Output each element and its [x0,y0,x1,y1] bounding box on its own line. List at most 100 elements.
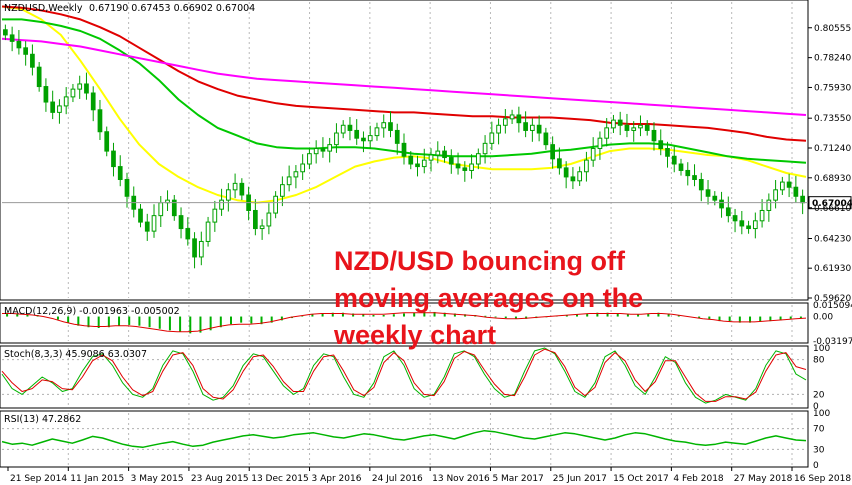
candle-body [300,163,306,173]
candle-body [84,83,89,94]
candle-body [489,132,495,144]
x-tick-label: 4 Feb 2018 [673,474,724,484]
candle-body [671,155,677,165]
x-tick-label: 25 Jun 2017 [553,474,607,484]
candle-body [746,225,751,230]
price-overlays: 0.67004 [2,196,852,210]
candle-body [198,240,204,258]
candle-body [712,195,718,201]
candle-body [800,195,805,204]
price-y-tick-label: 0.78240 [814,54,851,64]
candle-body [523,122,528,131]
candle-body [678,163,684,171]
candle-body [408,155,414,165]
candle-body [219,199,224,210]
candle-body [428,154,434,161]
candle-body [192,238,197,258]
candle-body [658,140,664,150]
macd-panel-frame [0,302,809,344]
x-tick-label: 16 Sep 2018 [794,474,851,484]
price-y-tick-label: 0.61930 [814,264,851,274]
macd-y-tick-label: 0.015094 [813,301,852,311]
candle-body [273,195,278,214]
x-tick-label: 27 May 2018 [734,474,793,484]
candle-body [584,159,589,173]
x-tick-label: 23 Aug 2015 [191,474,249,484]
candle-body [705,189,711,197]
candle-body [516,114,522,124]
candle-body [475,153,481,165]
candle-body [394,129,400,144]
x-tick-label: 13 Nov 2016 [432,474,490,484]
candle-body [536,124,542,134]
current-price-box [808,196,852,210]
x-tick-label: 3 Apr 2016 [312,474,362,484]
candle-body [43,86,49,103]
candlesticks [3,24,805,269]
rsi-y-tick-label: 70 [813,425,825,435]
candle-body [530,124,535,131]
candle-body [30,53,35,68]
candle-body [36,66,42,88]
candle-body [482,142,488,155]
candle-body [225,189,231,201]
candle-body [367,135,373,142]
candle-body [611,119,616,129]
candle-body [597,137,603,150]
axis-labels: 21 Sep 2014 11 Jan 2015 3 May 2015 23 Aug 2… [7,24,852,484]
candle-body [563,167,569,178]
candle-body [361,137,366,142]
candle-body [543,132,549,146]
candle-body [732,215,738,222]
candle-body [725,207,731,217]
x-tick-label: 15 Oct 2017 [613,474,669,484]
candle-body [104,131,110,152]
candle-body [448,157,454,165]
candle-body [232,182,238,191]
candle-body [77,83,83,90]
stochastic-plot [1,347,807,404]
candle-body [286,176,292,186]
x-tick-label: 5 Mar 2017 [492,474,543,484]
annotation-line-3: weekly chart [333,320,496,350]
price-y-tick-label: 0.75930 [814,83,851,93]
candle-body [550,144,555,160]
candle-body [435,150,441,156]
candle-body [212,208,218,223]
candle-body [253,209,258,230]
price-y-tick-label: 0.59620 [814,294,851,304]
x-tick-label: 24 Jul 2016 [372,474,423,484]
rsi-y-tick-label: 0 [813,461,819,471]
candle-body [239,182,245,196]
stoch-panel-frame [0,345,809,409]
symbol-label: NZDUSD,Weekly [4,3,83,14]
candle-body [665,148,670,157]
candle-body [9,34,15,42]
candle-body [70,88,76,98]
stoch-y-tick-label: 20 [813,390,825,400]
candle-body [205,221,211,242]
candle-body [442,150,447,159]
candle-body [340,124,346,134]
current-price-label: 0.67004 [812,199,852,209]
candle-body [388,122,393,131]
price-y-tick-label: 0.71240 [814,144,851,154]
rsi-plot [1,428,807,450]
rsi-y-tick-label: 30 [813,445,825,455]
candle-body [280,184,285,197]
candle-body [786,181,792,188]
candle-body [185,228,191,240]
candle-body [111,150,116,168]
x-tick-label: 13 Dec 2015 [251,474,309,484]
candle-body [151,215,157,232]
rsi-label: RSI(13) 47.2862 [4,414,81,425]
candle-body [455,163,461,169]
x-tick-label: 11 Jan 2015 [70,474,124,484]
candle-body [570,176,576,182]
candle-body [631,127,637,131]
rsi-panel-frame [0,410,809,468]
stoch-line [1,348,807,402]
candle-body [313,148,319,155]
candle-body [415,163,420,168]
